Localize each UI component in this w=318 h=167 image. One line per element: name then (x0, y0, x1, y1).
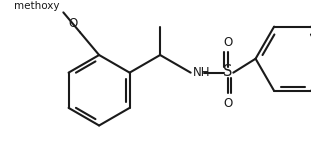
Text: O: O (223, 36, 232, 49)
Text: NH: NH (192, 66, 210, 79)
Text: methoxy: methoxy (14, 1, 60, 11)
Text: O: O (223, 97, 232, 110)
Text: S: S (223, 64, 232, 79)
Text: O: O (68, 17, 77, 30)
